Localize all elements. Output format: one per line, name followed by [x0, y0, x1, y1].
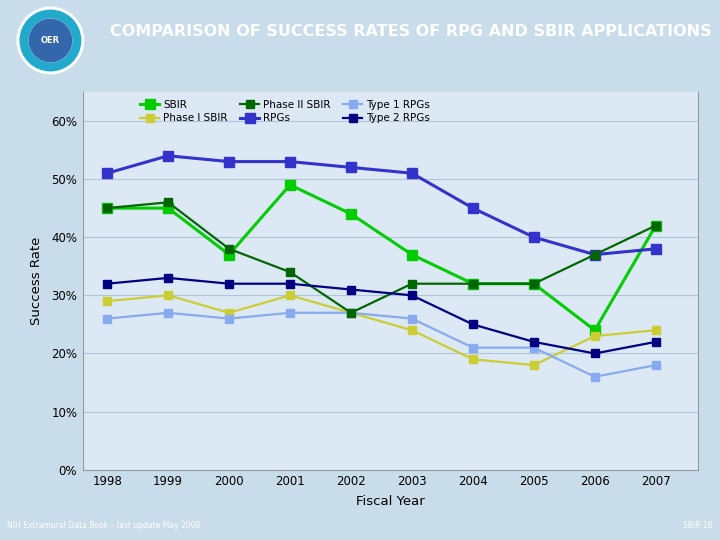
RPGs [408, 170, 416, 177]
Phase I SBIR [469, 356, 477, 362]
Type 1 RPGs [469, 345, 477, 351]
SBIR [652, 222, 660, 229]
Type 2 RPGs [286, 280, 294, 287]
Phase II SBIR [103, 205, 112, 211]
Phase I SBIR [164, 292, 173, 299]
Phase II SBIR [286, 269, 294, 275]
Phase I SBIR [286, 292, 294, 299]
Type 1 RPGs [286, 309, 294, 316]
Phase I SBIR [529, 362, 538, 368]
RPGs [103, 170, 112, 177]
Phase I SBIR [225, 309, 233, 316]
Phase I SBIR [590, 333, 599, 339]
RPGs [346, 164, 355, 171]
Type 1 RPGs [103, 315, 112, 322]
X-axis label: Fiscal Year: Fiscal Year [356, 495, 425, 508]
Type 1 RPGs [529, 345, 538, 351]
RPGs [286, 158, 294, 165]
Phase II SBIR [469, 280, 477, 287]
SBIR [164, 205, 173, 211]
Type 1 RPGs [408, 315, 416, 322]
Type 1 RPGs [164, 309, 173, 316]
Phase I SBIR [652, 327, 660, 334]
Phase II SBIR [164, 199, 173, 206]
RPGs [225, 158, 233, 165]
Type 2 RPGs [408, 292, 416, 299]
SBIR [590, 327, 599, 334]
Text: SBIR 18: SBIR 18 [683, 521, 713, 530]
Line: Phase I SBIR: Phase I SBIR [103, 291, 660, 369]
RPGs [469, 205, 477, 211]
Text: COMPARISON OF SUCCESS RATES OF RPG AND SBIR APPLICATIONS: COMPARISON OF SUCCESS RATES OF RPG AND S… [109, 24, 711, 38]
Type 1 RPGs [590, 374, 599, 380]
Type 2 RPGs [529, 339, 538, 345]
Line: Type 2 RPGs: Type 2 RPGs [103, 274, 660, 357]
Line: Type 1 RPGs: Type 1 RPGs [103, 309, 660, 381]
Phase I SBIR [408, 327, 416, 334]
Phase II SBIR [652, 222, 660, 229]
Phase II SBIR [529, 280, 538, 287]
RPGs [164, 152, 173, 159]
Line: RPGs: RPGs [102, 151, 660, 260]
Type 1 RPGs [652, 362, 660, 368]
Wedge shape [20, 10, 81, 71]
SBIR [103, 205, 112, 211]
Type 2 RPGs [225, 280, 233, 287]
Type 1 RPGs [225, 315, 233, 322]
SBIR [469, 280, 477, 287]
Line: SBIR: SBIR [102, 180, 660, 335]
Legend: SBIR, Phase I SBIR, Phase II SBIR, RPGs, Type 1 RPGs, Type 2 RPGs: SBIR, Phase I SBIR, Phase II SBIR, RPGs,… [138, 97, 433, 126]
SBIR [529, 280, 538, 287]
Phase I SBIR [103, 298, 112, 305]
SBIR [408, 252, 416, 258]
RPGs [652, 246, 660, 252]
Circle shape [17, 7, 84, 74]
Phase II SBIR [590, 252, 599, 258]
SBIR [346, 211, 355, 217]
Line: Phase II SBIR: Phase II SBIR [103, 198, 660, 317]
Type 2 RPGs [590, 350, 599, 357]
Phase I SBIR [346, 309, 355, 316]
Type 2 RPGs [103, 280, 112, 287]
Text: OER: OER [41, 36, 60, 45]
SBIR [225, 252, 233, 258]
Type 2 RPGs [164, 275, 173, 281]
Y-axis label: Success Rate: Success Rate [30, 237, 43, 325]
Type 2 RPGs [652, 339, 660, 345]
Phase II SBIR [408, 280, 416, 287]
Type 2 RPGs [346, 286, 355, 293]
RPGs [590, 252, 599, 258]
Phase II SBIR [225, 246, 233, 252]
Phase II SBIR [346, 309, 355, 316]
SBIR [286, 181, 294, 188]
Type 2 RPGs [469, 321, 477, 328]
RPGs [529, 234, 538, 240]
Circle shape [30, 19, 71, 62]
Type 1 RPGs [346, 309, 355, 316]
Text: NIH Extramural Data Book – last update May 2008: NIH Extramural Data Book – last update M… [7, 521, 200, 530]
